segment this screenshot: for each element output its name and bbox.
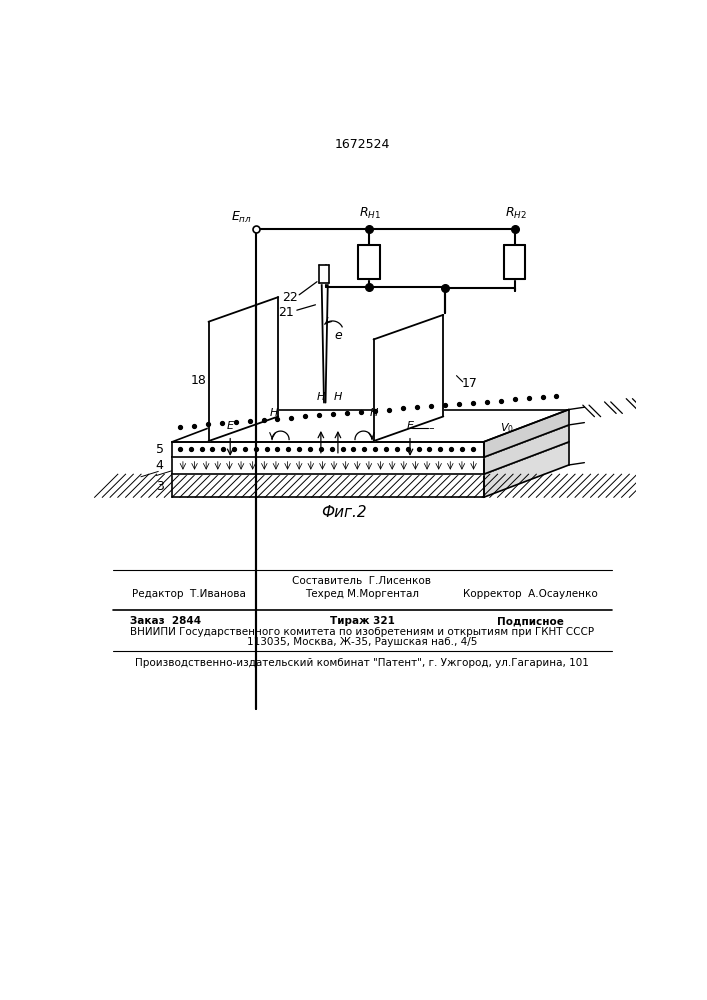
Text: 18: 18 — [190, 374, 206, 387]
Text: 3: 3 — [156, 480, 163, 493]
Text: 1672524: 1672524 — [335, 138, 390, 151]
Text: Редактор  Т.Иванова: Редактор Т.Иванова — [132, 589, 246, 599]
Text: 4: 4 — [156, 459, 163, 472]
Text: Техред М.Моргентал: Техред М.Моргентал — [305, 589, 419, 599]
Text: 17: 17 — [462, 377, 478, 390]
Polygon shape — [484, 442, 569, 497]
Text: Заказ  2844: Заказ 2844 — [130, 616, 201, 626]
Polygon shape — [172, 474, 484, 497]
Polygon shape — [373, 315, 443, 441]
Text: Производственно-издательский комбинат "Патент", г. Ужгород, ул.Гагарина, 101: Производственно-издательский комбинат "П… — [135, 658, 589, 668]
Polygon shape — [172, 425, 569, 457]
Text: Тираж 321: Тираж 321 — [329, 616, 395, 626]
Polygon shape — [322, 282, 328, 403]
Polygon shape — [172, 442, 569, 474]
Polygon shape — [209, 297, 279, 441]
Text: 21: 21 — [278, 306, 294, 319]
Polygon shape — [320, 265, 329, 283]
Text: e: e — [335, 329, 343, 342]
Text: –: – — [429, 423, 435, 433]
Polygon shape — [358, 245, 380, 279]
Text: E: E — [407, 421, 414, 431]
Text: $E_{пл}$: $E_{пл}$ — [230, 209, 252, 225]
Text: Подписное: Подписное — [497, 616, 563, 626]
Text: Фиг.2: Фиг.2 — [321, 505, 367, 520]
Text: Составитель  Г.Лисенков: Составитель Г.Лисенков — [293, 576, 431, 586]
Text: ВНИИПИ Государственного комитета по изобретениям и открытиям при ГКНТ СССР: ВНИИПИ Государственного комитета по изоб… — [130, 627, 594, 637]
Text: 5: 5 — [156, 443, 164, 456]
Text: $R_{H1}$: $R_{H1}$ — [359, 206, 382, 221]
Polygon shape — [172, 410, 569, 442]
Text: Корректор  А.Осауленко: Корректор А.Осауленко — [463, 589, 597, 599]
Text: H: H — [334, 392, 342, 402]
Polygon shape — [172, 457, 484, 474]
Polygon shape — [484, 410, 569, 457]
Text: 22: 22 — [282, 291, 298, 304]
Polygon shape — [484, 425, 569, 474]
Text: $V_0$: $V_0$ — [500, 421, 514, 435]
Text: H: H — [369, 408, 378, 418]
Text: E: E — [227, 421, 234, 431]
Text: H: H — [270, 408, 279, 418]
Polygon shape — [504, 245, 525, 279]
Polygon shape — [172, 442, 484, 457]
Text: $R_{H2}$: $R_{H2}$ — [506, 206, 527, 221]
Text: 113035, Москва, Ж-35, Раушская наб., 4/5: 113035, Москва, Ж-35, Раушская наб., 4/5 — [247, 637, 477, 647]
Text: H: H — [317, 392, 325, 402]
